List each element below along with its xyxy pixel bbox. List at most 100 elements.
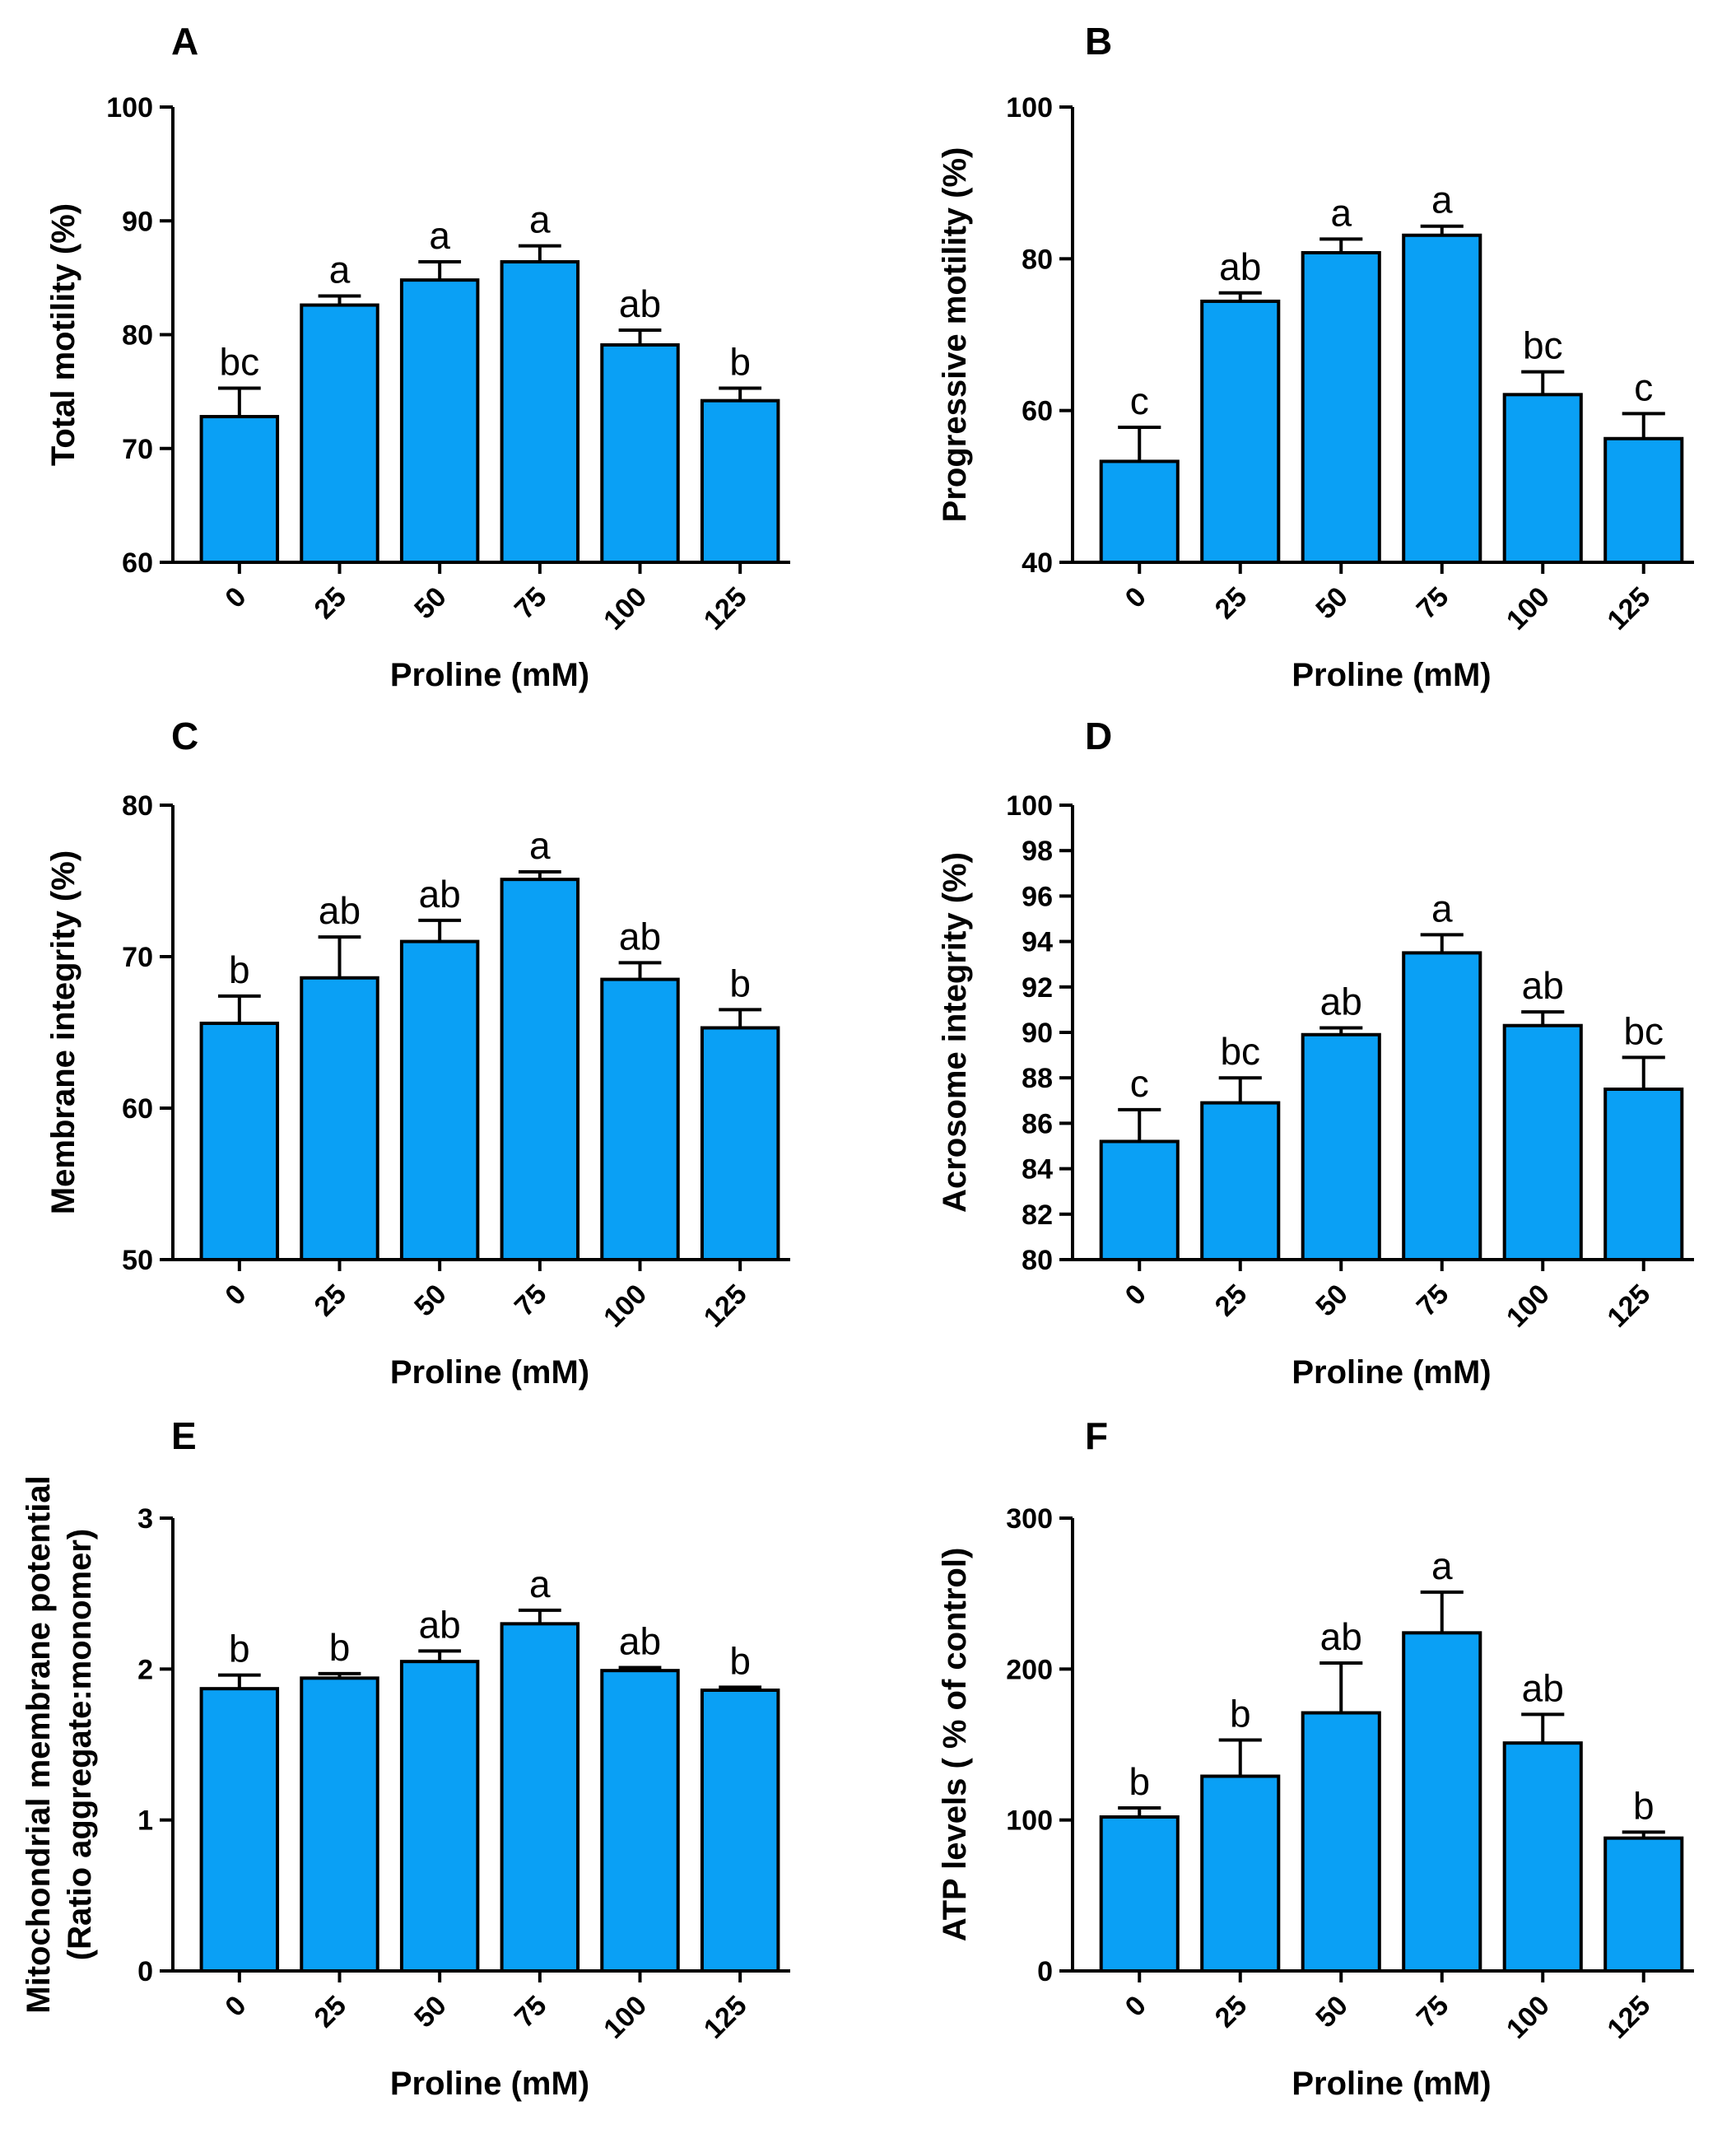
panel-c: C 50 60 70 80 b 0 ab 25 ab 50 a 75 ab 100 b 125 Proline (… — [45, 715, 790, 1391]
bar-100 — [1502, 1741, 1583, 1973]
y-axis-title: Total motility (%) — [45, 203, 81, 466]
bar-25 — [300, 303, 379, 564]
bar-75 — [500, 1622, 580, 1973]
significance-letter: a — [1330, 191, 1352, 234]
x-tick-label: 125 — [698, 581, 753, 636]
x-tick-label: 25 — [309, 1279, 353, 1323]
y-tick-label: 80 — [1022, 244, 1053, 275]
significance-letter: a — [429, 214, 450, 257]
y-tick-label: 80 — [122, 320, 153, 352]
bar-0 — [1099, 459, 1180, 564]
y-tick-label: 84 — [1022, 1154, 1053, 1186]
bar-75 — [500, 878, 580, 1262]
significance-letter: b — [229, 948, 250, 991]
significance-letter: a — [529, 824, 551, 867]
y-tick-label: 0 — [1037, 1956, 1053, 1987]
y-tick-label: 100 — [1006, 790, 1053, 822]
x-tick-label: 100 — [598, 1990, 653, 2045]
y-tick-label: 82 — [1022, 1200, 1053, 1231]
y-axis-title: Membrane integrity (%) — [45, 850, 81, 1214]
x-tick-label: 0 — [219, 581, 252, 614]
bar-75 — [1402, 1631, 1482, 1973]
y-tick-label: 70 — [122, 942, 153, 973]
x-tick-label: 125 — [698, 1990, 753, 2045]
y-tick-label: 50 — [122, 1245, 153, 1276]
x-tick-label: 100 — [1501, 1990, 1556, 2045]
y-axis-title: Progressive motility (%) — [937, 147, 973, 523]
significance-letter: ab — [619, 1620, 661, 1663]
bar-25 — [1200, 299, 1281, 564]
bar-50 — [1301, 1032, 1381, 1261]
y-tick-label: 92 — [1022, 972, 1053, 1004]
panel-a: A 60 70 80 90 100 bc 0 a 25 a 50 a 75 ab 100 b 125 Proline… — [45, 20, 790, 693]
bar-25 — [1200, 1101, 1281, 1262]
significance-letter: b — [729, 1639, 751, 1682]
bar-50 — [399, 939, 480, 1261]
x-tick-label: 125 — [698, 1279, 753, 1334]
bar-0 — [1099, 1815, 1180, 1973]
y-tick-label: 60 — [1022, 396, 1053, 427]
y-tick-label: 100 — [1006, 1805, 1053, 1837]
y-tick-label: 88 — [1022, 1063, 1053, 1094]
significance-letter: c — [1634, 366, 1653, 408]
x-tick-label: 50 — [1310, 1279, 1354, 1323]
x-tick-label: 100 — [598, 581, 653, 636]
significance-letter: c — [1130, 1062, 1149, 1105]
x-tick-label: 75 — [509, 1279, 553, 1323]
y-tick-label: 90 — [122, 206, 153, 237]
bar-125 — [1603, 1836, 1684, 1973]
significance-letter: ab — [619, 915, 661, 957]
significance-letter: bc — [1523, 324, 1563, 367]
significance-letter: b — [1230, 1693, 1251, 1735]
x-tick-label: 50 — [1310, 1990, 1354, 2034]
significance-letter: a — [1431, 1544, 1453, 1587]
y-tick-label: 80 — [1022, 1245, 1053, 1276]
y-tick-label: 3 — [137, 1503, 153, 1535]
y-tick-label: 80 — [122, 790, 153, 822]
panel-b: B 40 60 80 100 c 0 ab 25 a 50 a 75 bc 100 c 125 Proline (… — [937, 20, 1694, 693]
panel-d: D 80 82 84 86 88 90 92 94 96 98 100 c 0 bc 25 ab 50 a 75 ab 1… — [937, 715, 1694, 1391]
bar-0 — [199, 415, 280, 565]
x-tick-label: 75 — [1411, 1990, 1455, 2034]
significance-letter: bc — [1220, 1030, 1260, 1073]
y-tick-label: 86 — [1022, 1108, 1053, 1139]
significance-letter: b — [1129, 1760, 1150, 1803]
bar-100 — [1502, 1023, 1583, 1261]
x-axis-title: Proline (mM) — [390, 2066, 589, 2102]
panel-letter: D — [1085, 715, 1112, 757]
significance-letter: b — [729, 962, 751, 1004]
y-axis-title: ATP levels ( % of control) — [937, 1548, 973, 1942]
y-tick-label: 40 — [1022, 547, 1053, 579]
significance-letter: ab — [619, 282, 661, 325]
y-tick-label: 300 — [1006, 1503, 1053, 1535]
bar-125 — [1603, 1088, 1684, 1261]
x-tick-label: 125 — [1601, 1990, 1656, 2045]
bar-100 — [1502, 393, 1583, 565]
y-tick-label: 1 — [137, 1805, 153, 1837]
x-axis-title: Proline (mM) — [1292, 657, 1491, 693]
y-tick-label: 60 — [122, 1093, 153, 1125]
y-axis-title: Acrosome integrity (%) — [937, 852, 973, 1213]
significance-letter: b — [729, 340, 751, 383]
significance-letter: a — [529, 1563, 551, 1605]
significance-letter: bc — [220, 340, 260, 383]
x-tick-label: 0 — [1119, 1279, 1152, 1311]
x-tick-label: 125 — [1601, 1279, 1656, 1334]
y-tick-label: 98 — [1022, 836, 1053, 867]
x-tick-label: 125 — [1601, 581, 1656, 636]
bar-50 — [399, 1660, 480, 1973]
significance-letter: ab — [1522, 964, 1564, 1007]
significance-letter: b — [329, 1626, 351, 1669]
bar-100 — [600, 342, 680, 564]
bar-75 — [1402, 951, 1482, 1262]
significance-letter: a — [329, 248, 351, 291]
x-tick-label: 0 — [1119, 581, 1152, 614]
bar-0 — [199, 1687, 280, 1973]
x-tick-label: 50 — [408, 1990, 453, 2034]
significance-letter: ab — [419, 873, 461, 915]
y-tick-label: 60 — [122, 547, 153, 579]
bar-50 — [1301, 250, 1381, 564]
x-axis-title: Proline (mM) — [1292, 1354, 1491, 1391]
x-tick-label: 25 — [1209, 1279, 1254, 1323]
